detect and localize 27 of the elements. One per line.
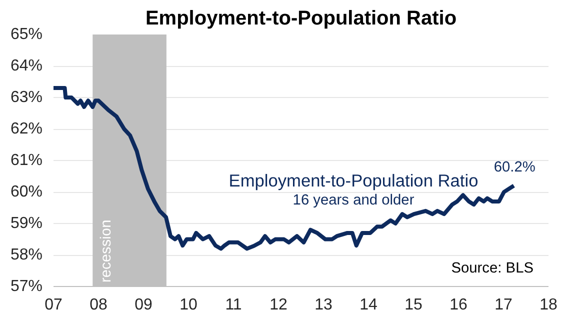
y-tick-label: 63% (10, 89, 43, 106)
x-tick-label: 07 (44, 296, 62, 314)
x-tick-label: 12 (270, 296, 288, 314)
y-tick-label: 59% (10, 215, 43, 232)
x-tick-label: 17 (494, 296, 512, 314)
x-tick-label: 16 (450, 296, 468, 314)
x-tick-label: 10 (180, 296, 198, 314)
x-tick-label: 11 (225, 296, 242, 314)
y-tick-label: 60% (10, 184, 43, 200)
x-tick-label: 15 (404, 296, 422, 314)
annotation: Source: BLS (451, 260, 534, 276)
x-tick-label: 14 (360, 296, 378, 314)
y-tick-label: 58% (10, 246, 43, 264)
annotation: 16 years and older (292, 192, 414, 208)
chart-title: Employment-to-Population Ratio (145, 8, 457, 30)
x-tick-label: 18 (540, 296, 558, 314)
y-tick-label: 65% (10, 26, 43, 43)
annotation: 60.2% (494, 160, 536, 176)
x-tick-label: 09 (134, 296, 152, 314)
x-tick-label: 08 (90, 296, 108, 314)
y-tick-label: 57% (10, 278, 43, 295)
y-tick-label: 64% (10, 58, 43, 74)
annotation: Employment-to-Population Ratio (228, 170, 478, 190)
y-tick-label: 61% (10, 152, 43, 169)
y-tick-label: 62% (10, 120, 43, 138)
band-label: recession (98, 220, 115, 282)
x-tick-label: 13 (314, 296, 332, 314)
